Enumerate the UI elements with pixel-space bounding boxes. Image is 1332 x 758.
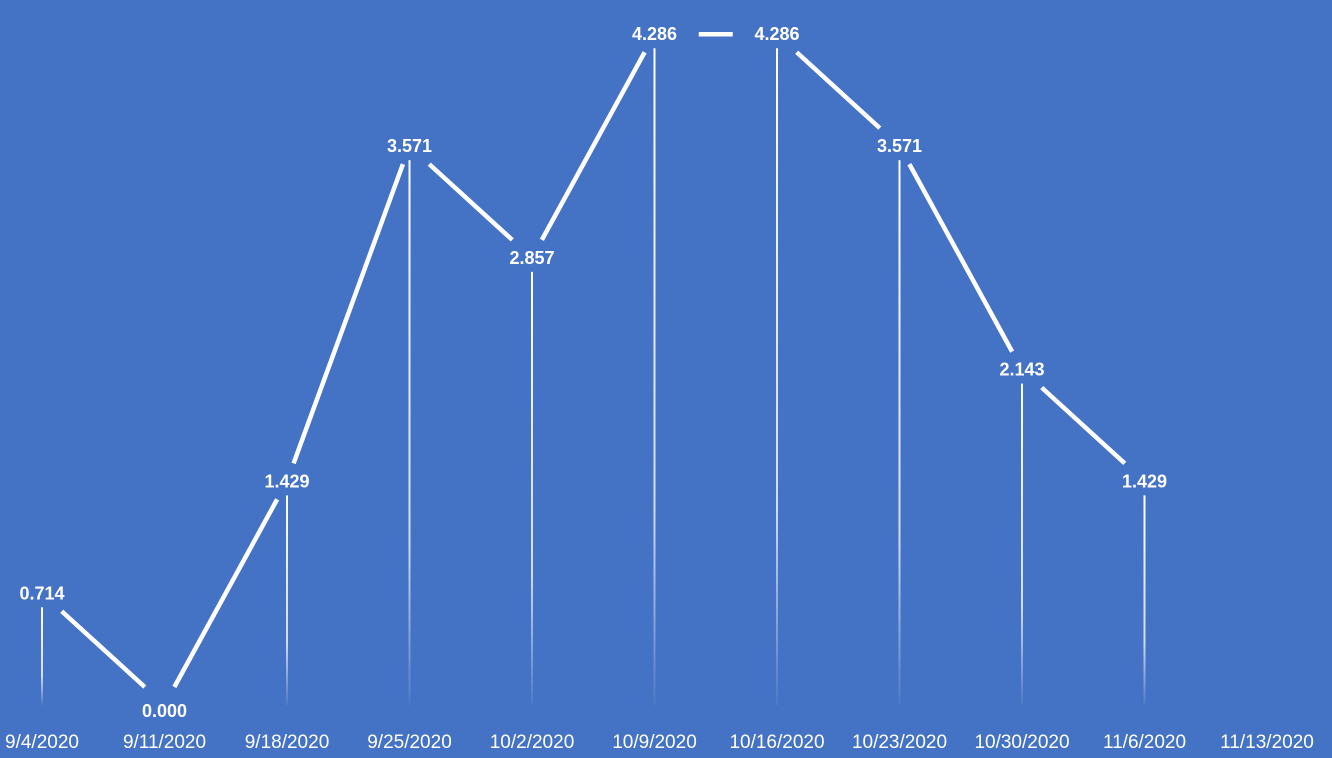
- series-segment: [60, 609, 147, 689]
- drop-lines: [41, 48, 1146, 706]
- data-label: 3.571: [387, 136, 432, 156]
- series-segment: [1040, 385, 1127, 466]
- series-line: [60, 31, 1127, 689]
- x-tick-label: 9/4/2020: [5, 732, 79, 753]
- data-label: 0.000: [142, 701, 187, 721]
- x-tick-label: 10/16/2020: [729, 732, 824, 753]
- drop-line: [286, 495, 288, 705]
- series-segment: [539, 51, 647, 241]
- data-label: 2.857: [509, 248, 554, 268]
- x-tick-label: 10/9/2020: [612, 732, 697, 753]
- data-label: 2.143: [999, 360, 1044, 380]
- series-segment: [291, 163, 406, 465]
- series-segment: [427, 162, 514, 242]
- data-label: 1.429: [1122, 471, 1167, 491]
- data-label: 4.286: [632, 24, 677, 44]
- data-label: 4.286: [754, 24, 799, 44]
- series-segment: [907, 163, 1015, 353]
- x-tick-label: 9/11/2020: [123, 732, 206, 753]
- x-tick-label: 9/18/2020: [245, 732, 330, 753]
- series-segment: [172, 498, 280, 689]
- drop-line: [531, 271, 533, 705]
- drop-line: [898, 160, 901, 706]
- drop-line: [653, 48, 656, 705]
- data-label: 1.429: [264, 471, 309, 491]
- x-tick-label: 11/6/2020: [1103, 732, 1186, 753]
- data-label: 0.714: [19, 583, 64, 603]
- data-label: 3.571: [877, 136, 922, 156]
- drop-line: [1143, 495, 1146, 705]
- drop-line: [776, 48, 778, 705]
- x-tick-label: 9/25/2020: [367, 732, 452, 753]
- x-axis-tick-labels: 9/4/2020 9/11/2020 9/18/2020 9/25/2020 10/2/…: [5, 732, 1314, 753]
- series-segment: [795, 50, 882, 130]
- drop-line: [41, 607, 43, 705]
- x-tick-label: 10/23/2020: [852, 732, 947, 753]
- drop-line: [1021, 383, 1023, 705]
- data-labels: 0.714 0.000 1.429 3.571 2.857 4.286 4.286 3.571…: [19, 24, 1167, 721]
- x-tick-label: 10/2/2020: [490, 732, 575, 753]
- x-tick-label: 10/30/2020: [974, 732, 1069, 753]
- drop-line: [408, 160, 411, 706]
- x-tick-label: 11/13/2020: [1220, 732, 1314, 753]
